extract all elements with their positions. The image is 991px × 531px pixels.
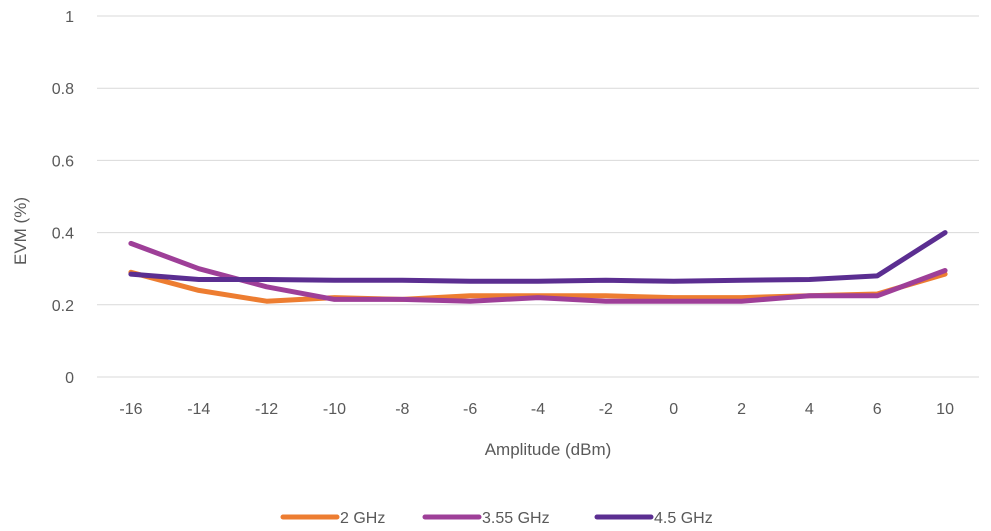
x-tick-label: 0 <box>669 401 678 418</box>
y-tick-label: 1 <box>65 9 74 26</box>
x-tick-label: -6 <box>463 401 477 418</box>
x-tick-label: 4 <box>805 401 814 418</box>
series-line-2 <box>128 230 948 284</box>
series-lines <box>128 230 948 304</box>
x-tick-label: -16 <box>119 401 142 418</box>
legend-label: 3.55 GHz <box>482 510 550 527</box>
x-tick-label: 10 <box>936 401 954 418</box>
y-tick-label: 0.6 <box>52 153 74 170</box>
x-axis-ticks: -16 -14 -12 -10 -8 -6 -4 -2 0 2 4 6 10 <box>119 401 954 418</box>
x-tick-label: -12 <box>255 401 278 418</box>
y-tick-label: 0.8 <box>52 81 74 98</box>
legend-label: 4.5 GHz <box>654 510 713 527</box>
y-tick-label: 0 <box>65 370 74 387</box>
x-tick-label: 2 <box>737 401 746 418</box>
legend-label: 2 GHz <box>340 510 385 527</box>
y-tick-label: 0.2 <box>52 298 74 315</box>
x-tick-label: -4 <box>531 401 545 418</box>
y-axis-title: EVM (%) <box>11 197 30 265</box>
legend: 2 GHz 3.55 GHz 4.5 GHz <box>280 510 713 527</box>
x-axis-title: Amplitude (dBm) <box>485 440 612 459</box>
x-tick-label: -2 <box>599 401 613 418</box>
x-tick-label: -14 <box>187 401 210 418</box>
x-tick-label: -8 <box>395 401 409 418</box>
y-tick-label: 0.4 <box>52 226 74 243</box>
x-tick-label: -10 <box>323 401 346 418</box>
series-line-1 <box>128 240 948 304</box>
x-tick-label: 6 <box>873 401 882 418</box>
y-axis-ticks: 0 0.2 0.4 0.6 0.8 1 <box>52 9 74 387</box>
gridlines <box>97 15 979 378</box>
